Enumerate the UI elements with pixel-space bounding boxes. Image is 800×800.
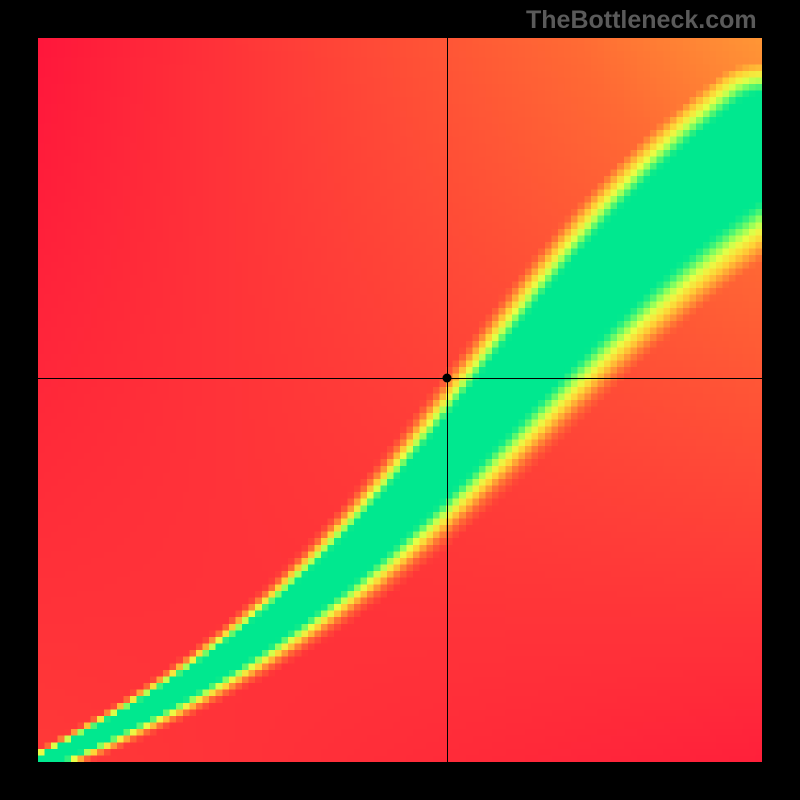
crosshair-vertical-line: [447, 38, 448, 762]
crosshair-horizontal-line: [38, 378, 762, 379]
watermark-text: TheBottleneck.com: [526, 6, 757, 35]
bottleneck-heatmap: [38, 38, 762, 762]
crosshair-marker-dot: [443, 374, 452, 383]
